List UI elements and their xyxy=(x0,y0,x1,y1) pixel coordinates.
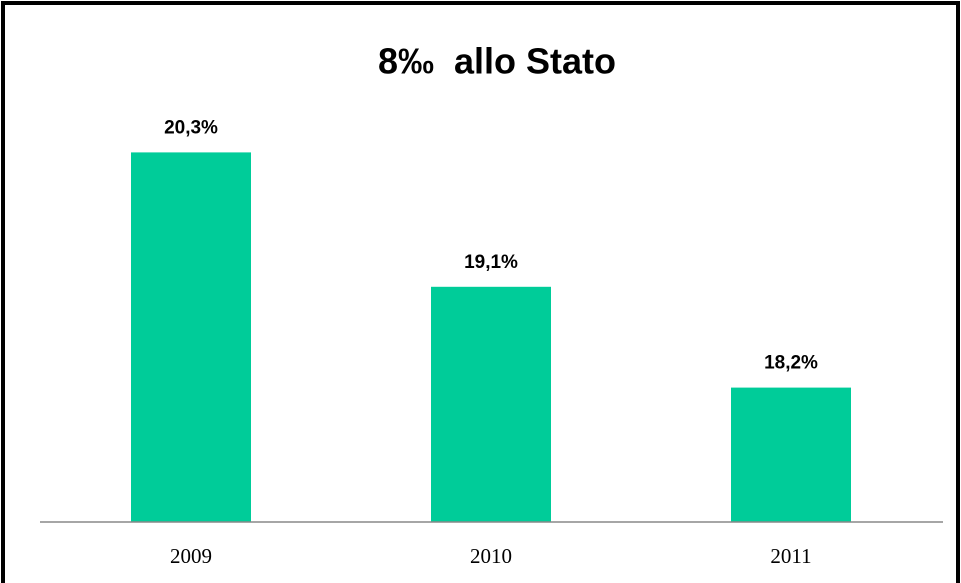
data-label: 19,1% xyxy=(464,252,518,273)
chart-title: 8‰ allo Stato xyxy=(378,41,616,82)
x-tick-label: 2009 xyxy=(170,544,212,568)
data-label: 18,2% xyxy=(764,353,818,374)
x-tick-label: 2010 xyxy=(470,544,512,568)
bar xyxy=(131,152,251,522)
data-label: 20,3% xyxy=(164,117,218,138)
bar xyxy=(431,286,551,522)
x-tick-label: 2011 xyxy=(770,544,811,568)
bar xyxy=(731,387,851,522)
